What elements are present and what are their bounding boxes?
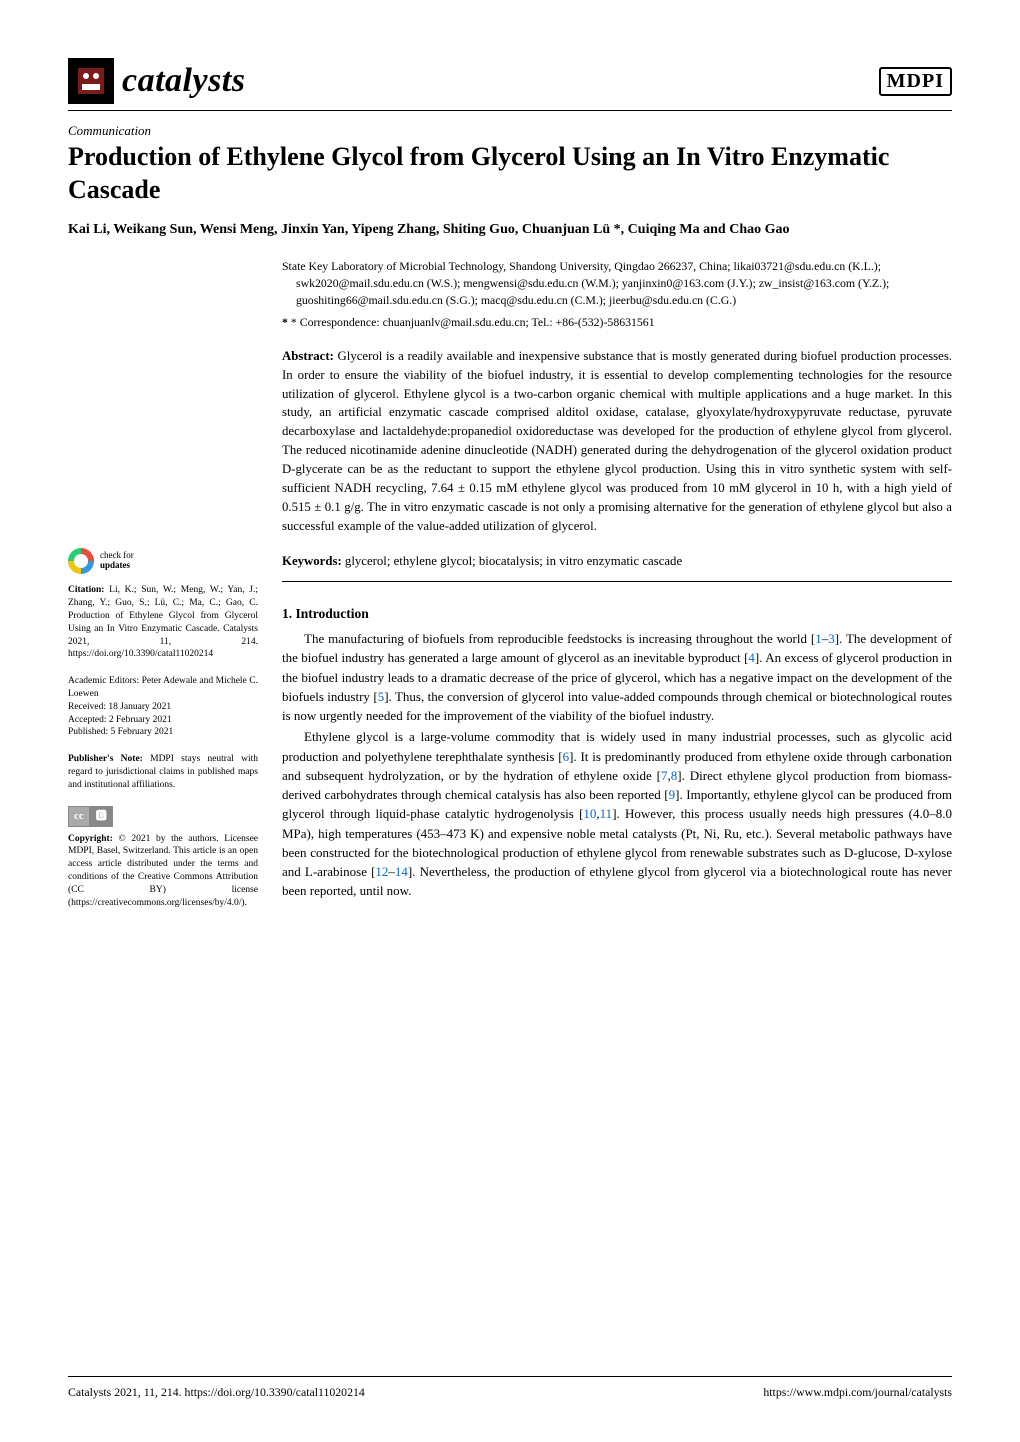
accepted-date: Accepted: 2 February 2021: [68, 715, 172, 725]
check-updates-label: check for updates: [100, 551, 134, 571]
sidebar: check for updates Citation: Li, K.; Sun,…: [68, 258, 258, 923]
published-date: Published: 5 February 2021: [68, 727, 173, 737]
cc-icon: cc: [68, 806, 90, 827]
abstract-label: Abstract:: [282, 349, 334, 363]
ref-11[interactable]: 11: [600, 806, 613, 821]
paragraph-2: Ethylene glycol is a large-volume commod…: [282, 727, 952, 900]
by-icon: 🅱: [90, 806, 113, 827]
paragraph-1: The manufacturing of biofuels from repro…: [282, 629, 952, 725]
header-rule: [68, 110, 952, 111]
publishers-note-block: Publisher's Note: MDPI stays neutral wit…: [68, 753, 258, 791]
abstract: Abstract: Glycerol is a readily availabl…: [282, 347, 952, 536]
copyright-text: © 2021 by the authors. Licensee MDPI, Ba…: [68, 834, 258, 908]
journal-logo-block: catalysts: [68, 58, 245, 104]
article-type: Communication: [68, 123, 952, 139]
header: catalysts MDPI: [68, 58, 952, 104]
pubnote-label: Publisher's Note:: [68, 754, 143, 764]
ref-10[interactable]: 10: [583, 806, 596, 821]
footer-left: Catalysts 2021, 11, 214. https://doi.org…: [68, 1385, 365, 1400]
journal-logo-icon: [68, 58, 114, 104]
editorial-block: Academic Editors: Peter Adewale and Mich…: [68, 675, 258, 739]
copyright-label: Copyright:: [68, 834, 113, 844]
keywords: Keywords: glycerol; ethylene glycol; bio…: [282, 552, 952, 571]
publisher-logo: MDPI: [879, 67, 952, 96]
citation-label: Citation:: [68, 585, 104, 595]
affiliation: State Key Laboratory of Microbial Techno…: [282, 258, 952, 309]
check-updates-badge[interactable]: check for updates: [68, 548, 258, 574]
cc-by-badge[interactable]: cc🅱: [68, 806, 113, 827]
article-authors: Kai Li, Weikang Sun, Wensi Meng, Jinxin …: [68, 220, 952, 240]
correspondence-text: * Correspondence: chuanjuanlv@mail.sdu.e…: [291, 315, 655, 329]
footer: Catalysts 2021, 11, 214. https://doi.org…: [68, 1376, 952, 1400]
keywords-text: glycerol; ethylene glycol; biocatalysis;…: [345, 554, 682, 568]
article-title: Production of Ethylene Glycol from Glyce…: [68, 141, 952, 206]
received-date: Received: 18 January 2021: [68, 702, 171, 712]
footer-right: https://www.mdpi.com/journal/catalysts: [763, 1385, 952, 1400]
check-updates-icon: [68, 548, 94, 574]
editors-label: Academic Editors:: [68, 676, 142, 686]
p1-a: The manufacturing of biofuels from repro…: [304, 631, 815, 646]
abstract-text: Glycerol is a readily available and inex…: [282, 349, 952, 533]
journal-name: catalysts: [122, 62, 245, 100]
check-line2: updates: [100, 560, 130, 570]
correspondence: * * Correspondence: chuanjuanlv@mail.sdu…: [282, 314, 952, 331]
main-column: State Key Laboratory of Microbial Techno…: [282, 258, 952, 923]
citation-block: Citation: Li, K.; Sun, W.; Meng, W.; Yan…: [68, 584, 258, 661]
ref-12[interactable]: 12: [375, 864, 388, 879]
abstract-rule: [282, 581, 952, 582]
ref-14[interactable]: 14: [395, 864, 408, 879]
section-heading: 1. Introduction: [282, 604, 952, 624]
citation-text: Li, K.; Sun, W.; Meng, W.; Yan, J.; Zhan…: [68, 585, 258, 659]
check-line1: check for: [100, 550, 134, 560]
keywords-label: Keywords:: [282, 554, 342, 568]
copyright-block: Copyright: © 2021 by the authors. Licens…: [68, 833, 258, 910]
